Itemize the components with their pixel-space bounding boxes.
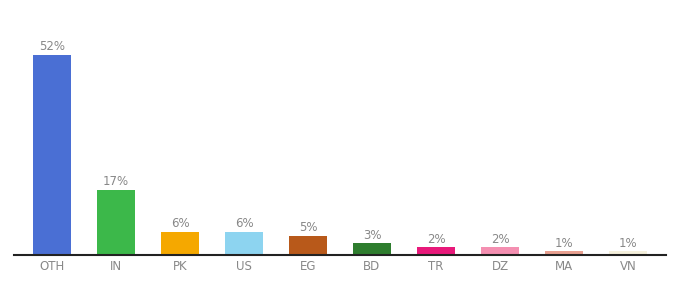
Text: 3%: 3%: [362, 229, 381, 242]
Text: 1%: 1%: [619, 237, 637, 250]
Text: 2%: 2%: [491, 233, 509, 246]
Bar: [417, 247, 455, 255]
Text: 52%: 52%: [39, 40, 65, 53]
Text: 17%: 17%: [103, 175, 129, 188]
Bar: [481, 247, 520, 255]
Text: 1%: 1%: [555, 237, 573, 250]
Bar: [97, 190, 135, 255]
Text: 5%: 5%: [299, 221, 318, 234]
Bar: [225, 232, 263, 255]
Bar: [545, 251, 583, 255]
Bar: [289, 236, 327, 255]
Bar: [353, 243, 391, 255]
Bar: [609, 251, 647, 255]
Bar: [33, 55, 71, 255]
Text: 2%: 2%: [426, 233, 445, 246]
Text: 6%: 6%: [235, 218, 254, 230]
Text: 6%: 6%: [171, 218, 189, 230]
Bar: [160, 232, 199, 255]
